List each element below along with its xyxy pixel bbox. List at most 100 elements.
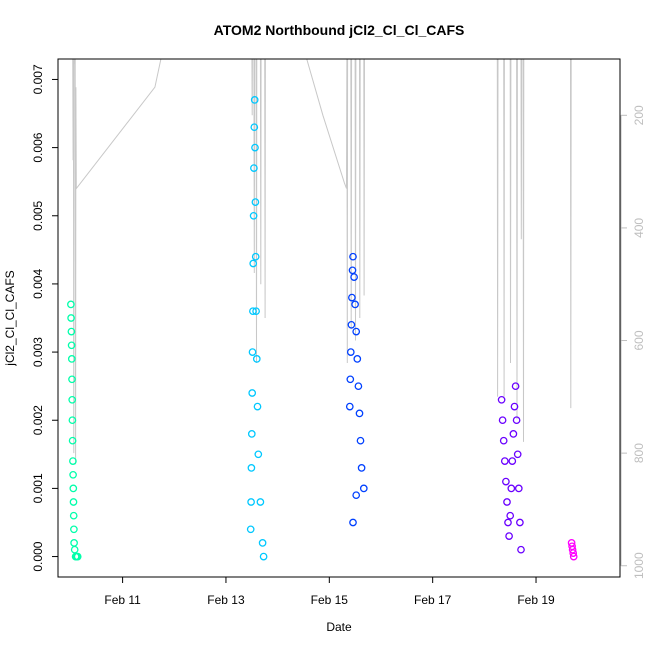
data-point bbox=[254, 450, 263, 459]
data-point bbox=[516, 518, 524, 527]
data-point bbox=[67, 327, 76, 336]
data-point bbox=[259, 552, 268, 561]
data-point bbox=[568, 545, 577, 554]
right-tick-label: 800 bbox=[632, 443, 646, 463]
data-point bbox=[508, 457, 517, 465]
data-point bbox=[67, 341, 76, 350]
data-point bbox=[514, 484, 523, 493]
data-point bbox=[69, 498, 78, 506]
data-point bbox=[352, 491, 361, 500]
data-point bbox=[251, 143, 259, 152]
data-point bbox=[248, 389, 257, 397]
data-point bbox=[349, 252, 357, 261]
data-point bbox=[509, 430, 518, 438]
data-point bbox=[67, 355, 76, 363]
series-5 bbox=[567, 539, 578, 561]
data-point bbox=[258, 539, 267, 547]
right-tick-label: 200 bbox=[632, 105, 646, 125]
x-tick-label: Feb 11 bbox=[104, 593, 141, 607]
data-point bbox=[69, 457, 77, 465]
data-point bbox=[256, 498, 265, 506]
x-tick-label: Feb 15 bbox=[311, 593, 349, 607]
y-tick-label: 0.001 bbox=[31, 473, 45, 503]
data-point bbox=[359, 484, 368, 493]
data-point bbox=[68, 416, 77, 425]
data-point bbox=[502, 477, 510, 486]
data-point bbox=[250, 96, 259, 104]
altitude-layer bbox=[72, 59, 572, 465]
y-tick-label: 0.002 bbox=[31, 405, 45, 435]
y-tick-label: 0.000 bbox=[31, 541, 45, 571]
data-point bbox=[251, 198, 260, 206]
data-point bbox=[250, 123, 259, 132]
data-point bbox=[356, 436, 365, 445]
data-point bbox=[346, 375, 355, 384]
y-tick-label: 0.007 bbox=[31, 64, 45, 94]
right-tick-label: 1000 bbox=[632, 552, 646, 579]
series-4 bbox=[497, 382, 525, 554]
data-point bbox=[351, 300, 359, 309]
data-point bbox=[510, 402, 519, 411]
data-point bbox=[505, 532, 513, 540]
right-tick-label: 400 bbox=[632, 218, 646, 238]
data-point bbox=[253, 402, 262, 411]
right-tick-label: 600 bbox=[632, 330, 646, 350]
data-point bbox=[345, 402, 354, 411]
data-point bbox=[499, 436, 508, 445]
data-point bbox=[246, 525, 255, 534]
data-point bbox=[69, 484, 78, 493]
x-tick-label: Feb 13 bbox=[207, 593, 245, 607]
data-point bbox=[511, 382, 520, 391]
data-point bbox=[348, 293, 356, 302]
data-point bbox=[68, 375, 76, 384]
points-layer bbox=[67, 96, 578, 561]
y-axis-label: jCl2_Cl_Cl_CAFS bbox=[3, 270, 17, 366]
x-axis-label: Date bbox=[326, 620, 352, 634]
data-point bbox=[69, 511, 78, 520]
data-point bbox=[355, 409, 364, 418]
data-point bbox=[349, 518, 357, 527]
data-point bbox=[252, 355, 261, 363]
data-point bbox=[70, 525, 78, 534]
y-tick-label: 0.004 bbox=[31, 269, 45, 299]
data-point bbox=[67, 314, 75, 322]
data-point bbox=[569, 549, 578, 557]
x-tick-label: Feb 17 bbox=[414, 593, 452, 607]
x-tick-label: Feb 19 bbox=[517, 593, 555, 607]
data-point bbox=[353, 355, 362, 363]
y-tick-label: 0.005 bbox=[31, 200, 45, 230]
data-point bbox=[347, 320, 356, 329]
data-point bbox=[68, 436, 77, 445]
data-point bbox=[512, 416, 521, 425]
chart-title: ATOM2 Northbound jCl2_Cl_Cl_CAFS bbox=[214, 22, 465, 38]
data-point bbox=[503, 498, 511, 506]
data-point bbox=[354, 382, 363, 391]
data-point bbox=[247, 430, 256, 438]
plot-frame bbox=[57, 58, 621, 578]
series-3 bbox=[345, 252, 368, 527]
data-point bbox=[251, 252, 260, 261]
data-point bbox=[252, 307, 260, 316]
data-point bbox=[507, 484, 516, 493]
data-point bbox=[249, 307, 257, 316]
data-point bbox=[67, 300, 75, 309]
data-point bbox=[569, 552, 578, 561]
data-point bbox=[249, 259, 258, 268]
data-point bbox=[352, 327, 361, 336]
data-point bbox=[249, 211, 258, 220]
data-point bbox=[497, 395, 506, 404]
data-point bbox=[513, 450, 522, 459]
data-point bbox=[70, 539, 78, 547]
data-point bbox=[350, 273, 358, 281]
data-point bbox=[517, 545, 525, 554]
data-point bbox=[247, 498, 255, 506]
data-point bbox=[348, 266, 357, 275]
data-point bbox=[68, 395, 77, 404]
data-point bbox=[498, 416, 507, 425]
series-1 bbox=[67, 300, 82, 561]
data-point bbox=[500, 457, 509, 465]
data-point bbox=[504, 518, 512, 527]
axes-layer: Feb 11 Feb 13 Feb 15 Feb 17 Feb 19 0.000 0.001… bbox=[31, 64, 646, 607]
